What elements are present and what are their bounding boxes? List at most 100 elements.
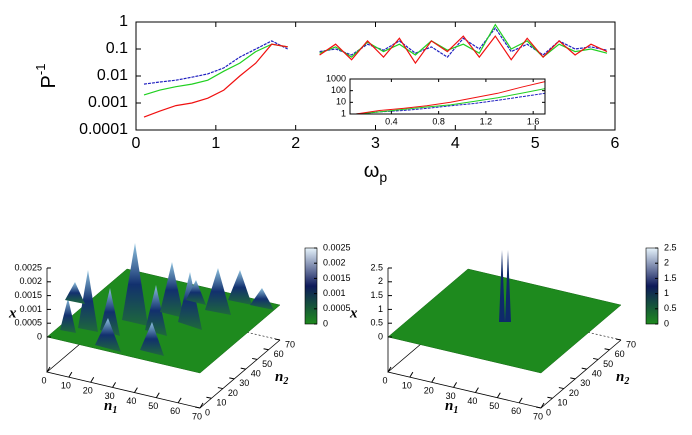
n1-tick-label: 10 <box>402 381 412 391</box>
n2-tick <box>547 396 553 399</box>
y-axis-label-symbol: P <box>38 75 60 88</box>
data-line <box>143 35 608 118</box>
n1-tick-label: 0 <box>382 375 387 385</box>
n2-tick <box>274 338 281 341</box>
inset-frame <box>350 79 545 114</box>
axis-label-symbol: n <box>104 398 112 414</box>
z-tick-label: 0.0015 <box>14 290 42 300</box>
surface-peak <box>228 270 252 305</box>
z-tick-label: 2.5 <box>370 262 383 272</box>
n2-tick <box>240 367 246 370</box>
n2-tick <box>194 406 201 409</box>
axis-label: n2 <box>275 369 288 387</box>
colorbar-tick-label: 0.0015 <box>323 273 351 283</box>
z-tick-label: 0 <box>378 331 383 341</box>
axis-label: n2 <box>616 369 629 387</box>
n1-tick-label: 20 <box>424 386 434 396</box>
n2-tick <box>581 367 587 370</box>
surface-peak <box>60 298 76 333</box>
n2-tick-label: 0 <box>546 407 551 417</box>
n1-tick <box>112 382 117 388</box>
n1-tick-label: 60 <box>511 406 521 416</box>
axis-label-subscript: 2 <box>282 376 288 387</box>
axis-label-subscript: 1 <box>112 405 117 416</box>
n2-tick <box>535 406 542 409</box>
y-tick-label: 0.001 <box>88 94 128 111</box>
n2-tick-label: 50 <box>603 359 613 369</box>
z-tick-label: 0.5 <box>370 318 383 328</box>
x-axis-label: ωp <box>364 160 388 184</box>
n1-tick <box>496 392 501 398</box>
surface-peak <box>160 262 184 318</box>
y-tick-label: 1 <box>119 13 128 30</box>
y-axis-label: P-1 <box>33 64 60 89</box>
z-tick-label: 1 <box>378 304 383 314</box>
z-tick-label: 0.002 <box>19 276 42 286</box>
colorbar-tick-label: 0 <box>664 318 669 328</box>
data-line <box>355 81 546 115</box>
surface-peak <box>78 270 98 332</box>
n2-tick <box>593 357 599 360</box>
n2-tick-label: 60 <box>615 349 625 359</box>
n1-tick-label: 30 <box>446 391 456 401</box>
x-tick-label: 5 <box>531 135 540 152</box>
n1-tick-label: 20 <box>83 386 93 396</box>
n1-tick <box>409 371 414 378</box>
n2-tick <box>558 387 564 390</box>
n2-tick <box>570 377 576 380</box>
colorbar-tick-label: 0.0005 <box>323 303 351 313</box>
n2-tick-label: 40 <box>592 369 602 379</box>
axis-label: n1 <box>445 398 458 416</box>
colorbar <box>645 247 659 325</box>
surface-peak <box>65 282 85 304</box>
y-tick-label: 0.1 <box>106 40 128 57</box>
y-tick-label: 0.01 <box>97 67 128 84</box>
n1-tick-label: 40 <box>126 396 136 406</box>
x-tick-label: 6 <box>611 135 620 152</box>
n2-tick-label: 0 <box>205 407 210 417</box>
n2-tick-label: 60 <box>274 349 284 359</box>
x-tick-label: 3 <box>371 135 380 152</box>
n1-tick <box>387 366 392 373</box>
n1-tick <box>540 402 545 409</box>
z-tick-label: 0 <box>37 331 42 341</box>
x-tick-label: 1 <box>211 135 220 152</box>
x-tick-label: 2 <box>291 135 300 152</box>
x-tick-label: 0.8 <box>432 116 445 126</box>
surface-peaks <box>60 243 511 356</box>
n1-tick-label: 10 <box>61 381 71 391</box>
n1-tick <box>68 371 73 378</box>
n2-tick-label: 30 <box>580 378 590 388</box>
n1-tick-label: 0 <box>41 375 46 385</box>
n1-tick <box>177 397 182 404</box>
y-axis-label-superscript: -1 <box>33 64 48 76</box>
surface-peak <box>205 268 231 315</box>
n2-tick <box>615 338 622 341</box>
colorbar-tick-label: 0.002 <box>323 258 346 268</box>
x-tick-label: 1.6 <box>527 116 540 126</box>
n1-tick <box>133 387 138 393</box>
n1-tick <box>474 387 479 393</box>
colorbar-tick-label: 1.5 <box>664 273 677 283</box>
colorbar-tick-label: 2 <box>664 258 669 268</box>
colorbar-tick-label: 0.0025 <box>323 242 351 252</box>
axis-label-symbol: n <box>616 369 624 385</box>
n2-tick <box>206 396 212 399</box>
n1-tick-label: 30 <box>105 391 115 401</box>
n1-tick <box>431 377 436 383</box>
x-axis-label-subscript: p <box>379 169 387 185</box>
axis-label-symbol: n <box>445 398 453 414</box>
colorbar-tick-label: 2.5 <box>664 242 677 252</box>
n1-tick <box>199 402 204 409</box>
x-tick-label: 4 <box>451 135 460 152</box>
colorbar <box>304 247 318 325</box>
n2-tick <box>217 387 223 390</box>
surface-peak <box>499 250 505 322</box>
y-tick-label: 100 <box>331 85 346 95</box>
y-tick-label: 1000 <box>326 73 346 83</box>
n2-tick-label: 10 <box>557 398 567 408</box>
inset-border <box>349 78 546 115</box>
colorbar-tick-label: 0.001 <box>323 288 346 298</box>
n2-tick <box>263 348 269 351</box>
